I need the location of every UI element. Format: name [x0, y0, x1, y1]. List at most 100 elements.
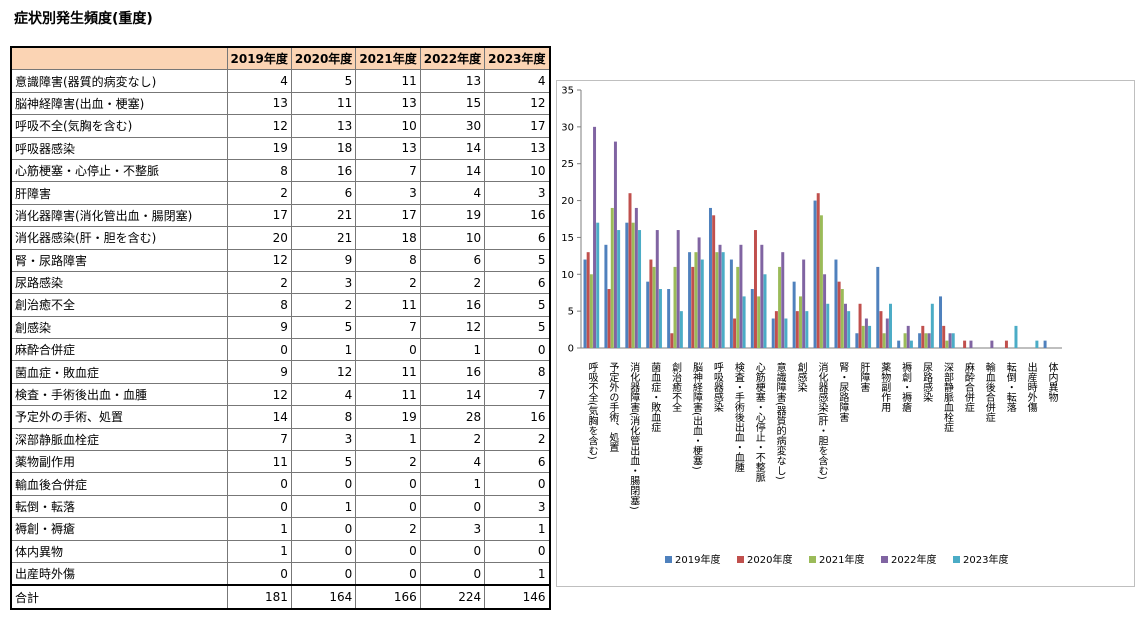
bar-2019年度 [876, 266, 880, 348]
table-cell: 12 [484, 91, 551, 116]
x-category-label: 意識障害(器質的病変なし) [774, 361, 786, 480]
bar-2019年度 [646, 281, 650, 348]
x-category-label: 薬物副作用 [879, 362, 891, 413]
bar-2020年度 [607, 289, 611, 348]
bar-2020年度 [733, 318, 737, 348]
x-category-label: 創感染 [795, 362, 807, 393]
table-cell: 16 [419, 360, 486, 384]
bar-2019年度 [813, 200, 817, 348]
table-cell: 0 [290, 517, 357, 541]
bar-2019年度 [604, 244, 608, 348]
bar-2023年度 [617, 230, 621, 348]
bar-2019年度 [583, 259, 587, 348]
table-cell: 2 [226, 181, 292, 205]
table-row: 褥創・褥瘡 1 0 2 3 1 [10, 517, 551, 541]
table-cell: 4 [419, 450, 486, 474]
table-row: 消化器障害(消化管出血・腸閉塞) 17 21 17 19 16 [10, 203, 551, 228]
total-cell: 166 [355, 584, 421, 610]
table-cell: 1 [484, 561, 551, 586]
x-category-label: 呼吸不全(気胸を含む) [586, 362, 598, 460]
table-cell: 17 [226, 203, 292, 228]
x-category-label: 消化器障害(消化管出血・腸閉塞) [628, 361, 640, 510]
row-label: 麻酔合併症 [10, 338, 228, 362]
table-cell: 19 [419, 203, 486, 228]
table-row: 出産時外傷 0 0 0 0 1 [10, 561, 551, 586]
table-cell: 5 [290, 315, 357, 340]
row-label: 深部静脈血栓症 [10, 427, 228, 452]
table-total-row: 合計 181 164 166 224 146 [10, 584, 551, 610]
table-cell: 4 [484, 69, 551, 93]
table-cell: 10 [419, 226, 486, 250]
table-row: 消化器感染(肝・胆を含む) 20 21 18 10 6 [10, 226, 551, 250]
bar-2023年度 [700, 259, 704, 348]
x-category-label: 褥創・褥瘡 [900, 361, 912, 413]
table-cell: 4 [419, 181, 486, 205]
bar-2022年度 [802, 259, 806, 348]
row-label: 菌血症・敗血症 [10, 360, 228, 384]
table-row: 菌血症・敗血症 9 12 11 16 8 [10, 360, 551, 384]
table-cell: 1 [226, 539, 292, 563]
total-cell: 224 [419, 584, 486, 610]
table-cell: 5 [290, 450, 357, 474]
bar-2023年度 [679, 311, 683, 348]
y-tick-label: 30 [561, 122, 574, 133]
table-cell: 12 [226, 382, 292, 407]
y-tick-label: 10 [561, 270, 574, 281]
bar-2021年度 [673, 266, 677, 348]
x-category-label: 創治癒不全 [670, 362, 682, 412]
table-cell: 18 [355, 226, 421, 250]
table-cell: 17 [484, 114, 551, 138]
bar-2021年度 [694, 252, 698, 348]
table-cell: 6 [484, 226, 551, 250]
y-tick-label: 5 [568, 307, 574, 318]
table-body: 意識障害(器質的病変なし) 4 5 11 13 4 脳神経障害(出血・梗塞) 13 11 13 15… [10, 69, 551, 610]
table-row: 肝障害 2 6 3 4 3 [10, 181, 551, 205]
table-cell: 2 [290, 293, 357, 317]
bar-2021年度 [652, 266, 656, 348]
total-cell: 164 [290, 584, 357, 610]
y-tick-label: 35 [561, 86, 574, 97]
bar-2019年度 [771, 318, 775, 348]
x-category-label: 出産時外傷 [1025, 361, 1037, 413]
bar-2022年度 [906, 325, 910, 348]
table-cell: 1 [290, 494, 357, 519]
bar-2020年度 [753, 230, 757, 348]
table-row: 呼吸器感染 19 18 13 14 13 [10, 136, 551, 160]
row-label: 転倒・転落 [10, 494, 228, 519]
row-label: 腎・尿路障害 [10, 248, 228, 272]
y-tick-label: 20 [561, 196, 574, 207]
bar-2020年度 [963, 340, 967, 348]
table-cell: 2 [355, 517, 421, 541]
x-category-label: 尿路感染 [921, 362, 933, 403]
table-row: 体内異物 1 0 0 0 0 [10, 539, 551, 563]
table-header-year: 2019年度 [226, 46, 292, 71]
table-cell: 16 [484, 405, 551, 429]
row-label: 消化器障害(消化管出血・腸閉塞) [10, 203, 228, 228]
row-label: 消化器感染(肝・胆を含む) [10, 226, 228, 250]
bar-2022年度 [593, 126, 597, 348]
legend-swatch [665, 556, 672, 563]
table-cell: 6 [484, 270, 551, 295]
x-category-label: 体内異物 [1046, 362, 1058, 403]
bar-2019年度 [897, 340, 901, 348]
legend-entry: 2020年度 [747, 553, 792, 566]
table-cell: 0 [226, 494, 292, 519]
bar-2022年度 [760, 244, 764, 348]
row-label: 呼吸器感染 [10, 136, 228, 160]
bar-2021年度 [798, 296, 802, 348]
row-label: 意識障害(器質的病変なし) [10, 69, 228, 93]
table-header-year: 2022年度 [419, 46, 486, 71]
table-cell: 30 [419, 114, 486, 138]
table-cell: 0 [419, 539, 486, 563]
table-cell: 11 [355, 69, 421, 93]
table-cell: 28 [419, 405, 486, 429]
y-tick-label: 15 [561, 233, 574, 244]
bar-2019年度 [688, 252, 692, 348]
row-label: 脳神経障害(出血・梗塞) [10, 91, 228, 116]
bar-2022年度 [969, 340, 973, 348]
data-table: 2019年度 2020年度 2021年度 2022年度 2023年度 意識障害(… [10, 46, 551, 610]
bar-2023年度 [638, 230, 642, 348]
table-cell: 1 [290, 338, 357, 362]
bar-2022年度 [864, 318, 868, 348]
table-cell: 0 [355, 561, 421, 586]
